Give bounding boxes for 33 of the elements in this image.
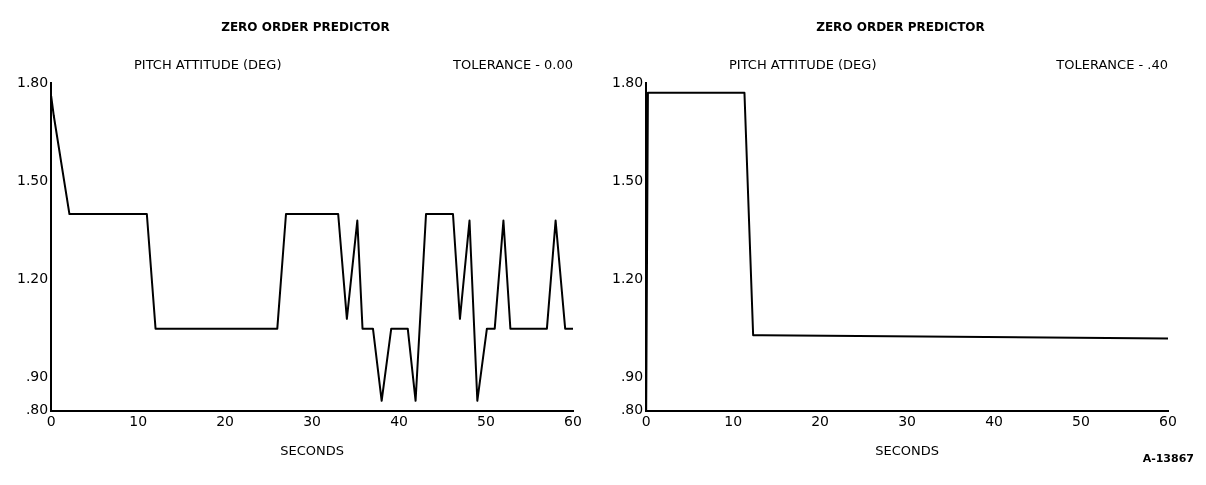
y-axis-title: PITCH ATTITUDE (DEG) [133, 57, 282, 73]
y-tick-label: 1.20 [612, 270, 644, 287]
y-axis-title: PITCH ATTITUDE (DEG) [728, 57, 877, 73]
y-tick-label: 1.80 [17, 73, 49, 90]
x-tick-label: 0 [641, 412, 651, 429]
chart-title: ZERO ORDER PREDICTOR [816, 20, 985, 35]
text: TOLERANCE - .40 [1055, 57, 1168, 73]
text: A-13867 [1142, 451, 1194, 465]
y-tick-label: 1.20 [17, 270, 49, 287]
x-tick-label: 40 [390, 412, 408, 429]
text: TOLERANCE - 0.00 [452, 57, 573, 73]
y-tick-label: .90 [620, 368, 644, 385]
x-tick-label: 30 [898, 412, 916, 429]
x-tick-label: 10 [129, 412, 148, 429]
x-tick-label: 60 [564, 412, 582, 429]
x-axis-title: SECONDS [280, 442, 344, 458]
y-tick-label: .90 [25, 368, 49, 385]
x-tick-label: 10 [724, 412, 743, 429]
y-tick-label: 1.80 [612, 73, 644, 90]
x-tick-label: 60 [1159, 412, 1177, 429]
chart-title: ZERO ORDER PREDICTOR [221, 20, 390, 35]
y-tick-label: 1.50 [612, 171, 644, 188]
x-tick-label: 50 [1072, 412, 1090, 429]
y-tick-label: .80 [620, 401, 644, 418]
y-tick-label: .80 [25, 401, 49, 418]
x-axis-title: SECONDS [875, 442, 939, 458]
x-tick-label: 0 [46, 412, 56, 429]
x-tick-label: 20 [811, 412, 830, 429]
x-tick-label: 20 [216, 412, 235, 429]
x-tick-label: 40 [985, 412, 1003, 429]
y-tick-label: 1.50 [17, 171, 49, 188]
x-tick-label: 30 [303, 412, 321, 429]
x-tick-label: 50 [477, 412, 495, 429]
